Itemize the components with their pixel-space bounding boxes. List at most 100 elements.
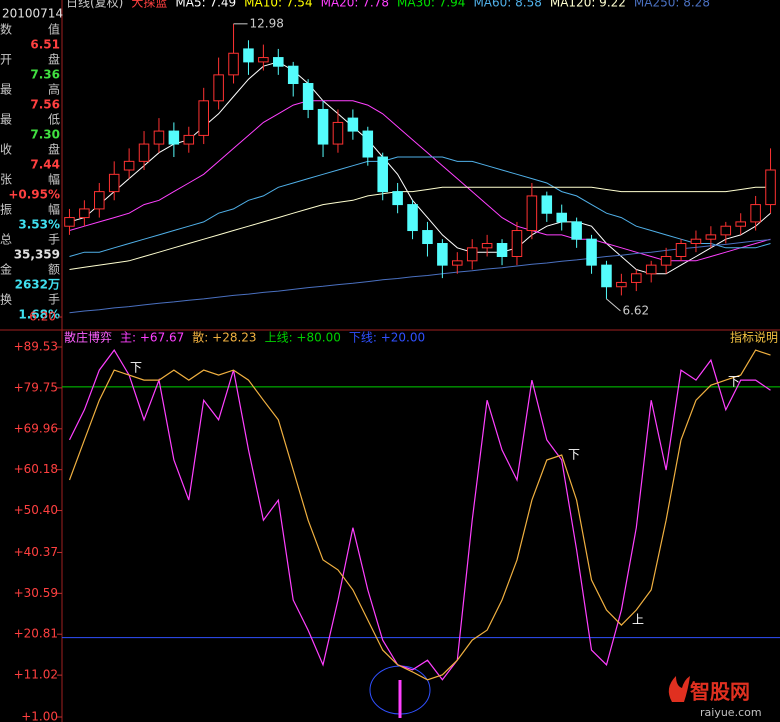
candle-body bbox=[258, 57, 269, 63]
info-value: 7.36 bbox=[30, 68, 60, 82]
candle-body bbox=[437, 243, 448, 266]
info-label: 手 bbox=[48, 233, 60, 247]
signal-annotation: 上 bbox=[632, 613, 644, 627]
info-label: 额 bbox=[48, 263, 60, 277]
y-tick-label: 6.20 bbox=[29, 310, 56, 324]
info-label: 低 bbox=[48, 113, 60, 127]
candle-body bbox=[392, 191, 403, 206]
info-value: 2632万 bbox=[15, 278, 60, 292]
info-value: 6.51 bbox=[30, 38, 60, 52]
candle-body bbox=[541, 195, 553, 214]
info-label: 换 bbox=[0, 293, 12, 307]
candle-body bbox=[243, 48, 254, 63]
info-label: 金 bbox=[0, 262, 12, 277]
candle-body bbox=[556, 212, 567, 223]
ma-line bbox=[69, 186, 771, 270]
watermark-site: raiyue.com bbox=[700, 706, 762, 719]
candle-body bbox=[302, 83, 314, 110]
ma-line bbox=[69, 239, 771, 314]
candle-body bbox=[660, 255, 672, 266]
chart-title: 日线(复权) bbox=[66, 0, 123, 10]
info-value: 7.44 bbox=[30, 158, 60, 172]
candle-body bbox=[601, 264, 612, 288]
candle-body bbox=[123, 160, 135, 171]
candle-body bbox=[362, 130, 374, 158]
candle-body bbox=[168, 130, 180, 145]
watermark-name: 智股网 bbox=[690, 680, 750, 704]
candle-body bbox=[690, 238, 702, 245]
info-label: 幅 bbox=[48, 172, 60, 187]
candle-body bbox=[287, 65, 299, 85]
candle-body bbox=[645, 264, 657, 275]
candle-body bbox=[735, 221, 746, 227]
candle-body bbox=[750, 204, 761, 223]
candle-body bbox=[571, 221, 582, 240]
info-value: 35,359 bbox=[14, 248, 60, 262]
candle-body bbox=[511, 230, 523, 257]
y-tick-label: +60.18 bbox=[14, 462, 58, 476]
y-tick-label: +30.59 bbox=[14, 586, 58, 600]
candle-body bbox=[183, 134, 195, 145]
info-label: 总 bbox=[0, 233, 12, 247]
info-value: 7.30 bbox=[30, 128, 60, 142]
candle-body bbox=[228, 52, 239, 76]
info-label: 张 bbox=[0, 173, 12, 187]
info-label: 开 bbox=[0, 53, 12, 67]
info-label: 最 bbox=[0, 83, 12, 97]
candle-body bbox=[317, 108, 329, 145]
low-pointer bbox=[606, 298, 621, 312]
y-tick-label: +20.81 bbox=[14, 627, 58, 641]
candle-body bbox=[332, 121, 344, 145]
signal-annotation: 下 bbox=[568, 448, 580, 462]
candle-body bbox=[198, 100, 209, 136]
candle-body bbox=[631, 273, 642, 283]
ma-line bbox=[69, 100, 771, 262]
candle-body bbox=[481, 243, 493, 249]
signal-annotation: 下 bbox=[130, 361, 142, 375]
y-tick-label: +50.40 bbox=[14, 503, 58, 517]
date: 20100714 bbox=[2, 7, 63, 21]
y-tick-label: +11.02 bbox=[14, 668, 58, 682]
signal-annotation: 下 bbox=[728, 375, 740, 389]
candle-body bbox=[765, 169, 776, 206]
legend-entry: MA20: 7.78 bbox=[321, 0, 389, 10]
ma-line bbox=[69, 61, 771, 275]
info-value: +0.95% bbox=[8, 188, 60, 202]
candle-body bbox=[153, 130, 165, 145]
info-value: 1.68% bbox=[18, 308, 60, 322]
legend-entry: 下线: +20.00 bbox=[349, 331, 425, 345]
candle-body bbox=[452, 260, 463, 266]
info-label: 收 bbox=[0, 143, 12, 157]
info-value: 3.53% bbox=[18, 218, 60, 232]
legend-entry: 主: +67.67 bbox=[120, 331, 184, 345]
legend-entry: 上线: +80.00 bbox=[265, 331, 341, 345]
legend-entry: MA120: 9.22 bbox=[550, 0, 626, 10]
y-tick-label: +69.96 bbox=[14, 421, 58, 435]
indicator-line bbox=[68, 349, 771, 681]
y-tick-label: +79.75 bbox=[14, 380, 58, 394]
legend-entry: MA30: 7.94 bbox=[397, 0, 465, 10]
chart-subtitle: 大探蓝 bbox=[131, 0, 167, 10]
low-label: 6.62 bbox=[622, 303, 649, 317]
candle-body bbox=[138, 143, 150, 162]
candle-body bbox=[108, 173, 120, 193]
candle-body bbox=[616, 281, 627, 288]
info-label: 最 bbox=[0, 113, 12, 127]
info-label: 盘 bbox=[48, 52, 60, 67]
legend-entry: MA60: 8.58 bbox=[473, 0, 541, 10]
info-label: 数 bbox=[0, 22, 12, 37]
y-tick-label: +89.53 bbox=[14, 340, 58, 354]
candle-body bbox=[94, 191, 105, 210]
candle-body bbox=[496, 243, 508, 257]
legend-entry: 散: +28.23 bbox=[192, 330, 256, 345]
candle-body bbox=[526, 195, 538, 232]
legend-entry: MA5: 7.49 bbox=[175, 0, 236, 10]
candle-body bbox=[64, 217, 75, 227]
candle-body bbox=[273, 57, 284, 67]
legend-entry: MA10: 7.54 bbox=[244, 0, 312, 10]
info-value: 7.56 bbox=[30, 98, 60, 112]
candle-body bbox=[705, 234, 717, 240]
indicator-title: 散庄博弈 bbox=[64, 330, 112, 345]
candle-body bbox=[407, 204, 418, 232]
